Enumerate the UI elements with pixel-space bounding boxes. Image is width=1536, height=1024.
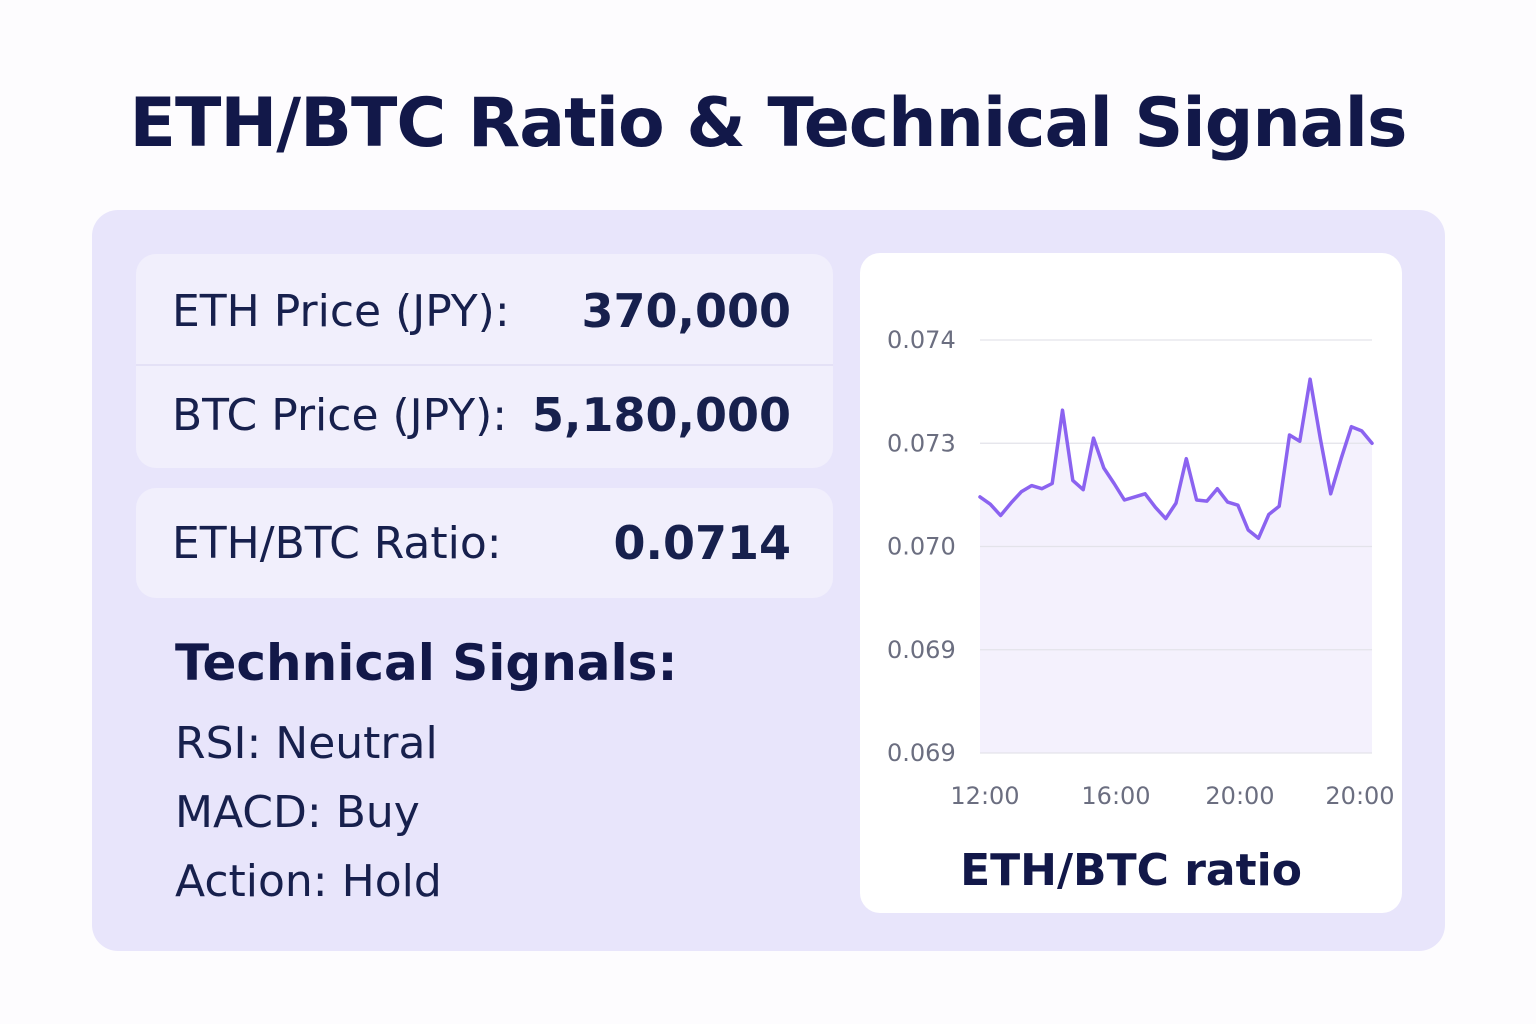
x-tick-label: 12:00 xyxy=(950,782,1019,810)
series-line xyxy=(978,377,1374,540)
price-divider xyxy=(136,364,833,366)
signal-rsi: RSI: Neutral xyxy=(175,718,438,769)
x-tick-label: 16:00 xyxy=(1081,782,1150,810)
chart-card: 0.074 0.073 0.070 0.069 0.069 12:00 16:00 20:00… xyxy=(860,253,1402,913)
ratio-row: ETH/BTC Ratio: 0.0714 xyxy=(136,490,833,596)
btc-price-row: BTC Price (JPY): 5,180,000 xyxy=(136,362,833,468)
page-title: ETH/BTC Ratio & Technical Signals xyxy=(129,84,1408,163)
price-card: ETH Price (JPY): 370,000 BTC Price (JPY)… xyxy=(136,254,833,468)
signal-macd: MACD: Buy xyxy=(175,787,420,838)
ratio-value: 0.0714 xyxy=(613,516,791,570)
series-area xyxy=(980,379,1372,753)
y-tick-label: 0.073 xyxy=(887,429,956,457)
signal-action: Action: Hold xyxy=(175,856,442,907)
y-tick-label: 0.074 xyxy=(887,326,956,354)
btc-price-label: BTC Price (JPY): xyxy=(172,389,508,441)
y-tick-label: 0.069 xyxy=(887,739,956,767)
dashboard-panel: ETH Price (JPY): 370,000 BTC Price (JPY)… xyxy=(92,210,1445,951)
x-tick-label: 20:00 xyxy=(1205,782,1274,810)
eth-price-value: 370,000 xyxy=(581,284,791,338)
ratio-label: ETH/BTC Ratio: xyxy=(172,517,502,569)
ratio-chart: 0.074 0.073 0.070 0.069 0.069 12:00 16:00 20:00… xyxy=(887,326,1395,810)
y-tick-label: 0.069 xyxy=(887,636,956,664)
signals-heading: Technical Signals: xyxy=(175,634,678,692)
btc-price-value: 5,180,000 xyxy=(532,388,791,442)
chart-title: ETH/BTC ratio xyxy=(960,845,1302,896)
x-tick-label: 20:00 xyxy=(1325,782,1394,810)
ratio-card: ETH/BTC Ratio: 0.0714 xyxy=(136,488,833,598)
y-tick-label: 0.070 xyxy=(887,533,956,561)
eth-price-label: ETH Price (JPY): xyxy=(172,285,510,337)
eth-price-row: ETH Price (JPY): 370,000 xyxy=(136,258,833,364)
